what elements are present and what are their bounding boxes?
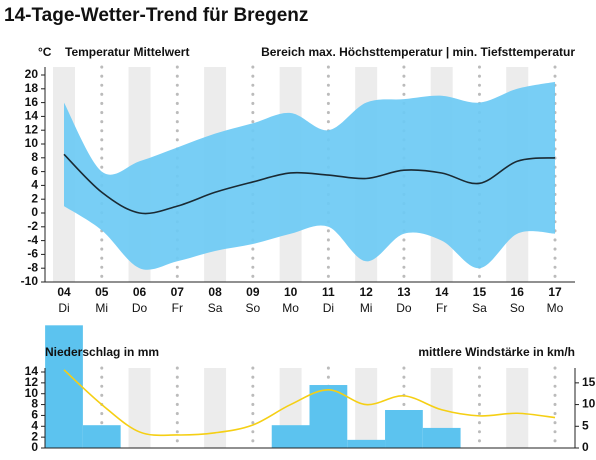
weekday-label: Mi <box>95 301 108 315</box>
x-tick-label: 14 <box>435 285 449 299</box>
weekday-label: Fr <box>172 301 183 315</box>
y2-tick-label: 15 <box>582 375 596 389</box>
y-tick-label: 6 <box>31 164 38 178</box>
weekday-label: So <box>510 301 525 315</box>
weekday-label: Do <box>132 301 148 315</box>
y-axis-label: °C <box>38 45 52 59</box>
temperature-range <box>64 81 556 270</box>
x-tick-label: 16 <box>511 285 525 299</box>
x-tick-label: 05 <box>95 285 109 299</box>
y-tick-label: 14 <box>25 109 39 123</box>
y-tick-label: 2 <box>31 191 38 205</box>
x-tick-label: 15 <box>473 285 487 299</box>
wind-line <box>63 369 556 437</box>
x-tick-label: 04 <box>57 285 71 299</box>
column-band <box>355 368 378 448</box>
legend-range: Bereich max. Höchsttemperatur | min. Tie… <box>261 45 575 59</box>
y-tick-label: -6 <box>27 247 38 261</box>
y-tick-label: 4 <box>31 418 38 432</box>
x-tick-label: 10 <box>284 285 298 299</box>
x-tick-label: 07 <box>171 285 185 299</box>
precipitation-bar <box>385 410 423 448</box>
weekday-label: Mo <box>282 301 299 315</box>
y-tick-label: 4 <box>31 178 38 192</box>
y-tick-label: 18 <box>25 81 39 95</box>
precipitation-bar <box>45 325 83 448</box>
y-tick-label: 8 <box>31 150 38 164</box>
legend-wind: mittlere Windstärke in km/h <box>418 345 575 359</box>
column-band <box>506 368 529 448</box>
column-band <box>204 368 227 448</box>
x-tick-label: 11 <box>322 285 335 299</box>
y-tick-label: 2 <box>31 429 38 443</box>
y-tick-label: 20 <box>25 67 39 81</box>
y-tick-label: 16 <box>25 95 39 109</box>
weekday-label: Di <box>58 301 69 315</box>
weekday-label: Do <box>396 301 412 315</box>
chart-title: 14-Tage-Wetter-Trend für Bregenz <box>4 5 308 26</box>
legend-precipitation: Niederschlag in mm <box>45 345 159 359</box>
mean-line <box>63 153 556 215</box>
weekday-label: So <box>246 301 261 315</box>
weekday-label: Mi <box>360 301 373 315</box>
y-tick-label: 10 <box>25 136 39 150</box>
legend-mean: Temperatur Mittelwert <box>65 45 189 59</box>
precipitation-bar <box>309 385 348 448</box>
column-band <box>128 368 151 448</box>
weekday-label: Mo <box>547 301 564 315</box>
x-tick-label: 12 <box>359 285 373 299</box>
x-tick-label: 13 <box>397 285 411 299</box>
weekday-label: Sa <box>472 301 487 315</box>
y-tick-label: 6 <box>31 408 38 422</box>
precipitation-bar <box>422 427 461 448</box>
y-tick-label: 0 <box>31 440 38 454</box>
y-tick-label: 14 <box>25 364 39 378</box>
y2-tick-label: 0 <box>582 440 589 454</box>
precipitation-bar <box>271 425 310 448</box>
precipitation-bar <box>347 439 386 448</box>
weekday-label: Sa <box>208 301 223 315</box>
y-tick-label: 10 <box>25 386 39 400</box>
weekday-label: Fr <box>436 301 447 315</box>
weekday-label: Di <box>323 301 334 315</box>
y2-tick-label: 10 <box>582 397 596 411</box>
x-tick-label: 08 <box>208 285 222 299</box>
y-tick-label: 12 <box>25 375 39 389</box>
y2-tick-label: 5 <box>582 418 589 432</box>
y-tick-label: 12 <box>25 122 39 136</box>
x-tick-label: 06 <box>133 285 147 299</box>
y-tick-label: -4 <box>27 233 38 247</box>
y-tick-label: -8 <box>27 260 38 274</box>
y-tick-label: 0 <box>31 205 38 219</box>
y-tick-label: 8 <box>31 397 38 411</box>
x-tick-label: 17 <box>548 285 562 299</box>
precipitation-bar <box>82 425 121 448</box>
x-tick-label: 09 <box>246 285 260 299</box>
y-tick-label: -10 <box>21 274 39 288</box>
y-tick-label: -2 <box>27 219 38 233</box>
